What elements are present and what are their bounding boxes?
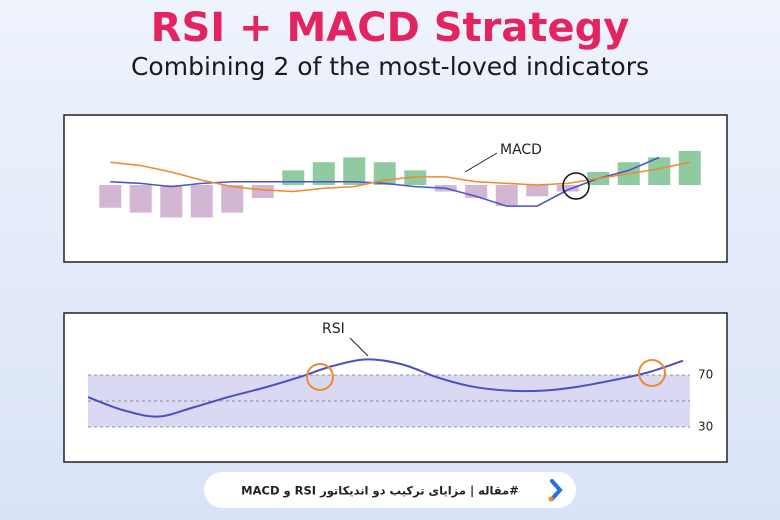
- y-tick-label: 70: [698, 368, 713, 382]
- histogram-bar: [648, 157, 671, 185]
- histogram-bar: [404, 170, 427, 185]
- histogram-bar: [678, 150, 701, 185]
- footer-text: #مقاله | مزایای ترکیب دو اندیکاتور RSI و…: [241, 484, 519, 499]
- histogram-bar: [556, 185, 579, 192]
- crossover-circle: [638, 359, 666, 387]
- logo: [550, 479, 563, 501]
- rsi-line: [87, 358, 684, 418]
- macd-annotation: MACD: [500, 142, 542, 158]
- macd-leader: [464, 152, 498, 173]
- subtitle: Combining 2 of the most-loved indicators: [131, 52, 649, 81]
- footer-pill: [204, 472, 576, 508]
- histogram-bar: [312, 162, 335, 185]
- histogram-bar: [99, 185, 122, 208]
- indicator-line: [110, 156, 660, 207]
- histogram-bar: [221, 185, 244, 213]
- histogram-bar: [343, 157, 366, 185]
- histogram-bar: [251, 185, 274, 198]
- crossover-circle: [306, 363, 334, 391]
- rsi-leader: [349, 337, 369, 357]
- macd-chart: [99, 150, 701, 218]
- histogram-bar: [526, 185, 549, 197]
- rsi-annotation: RSI: [322, 321, 345, 337]
- histogram-bar: [160, 185, 183, 218]
- histogram-bar: [495, 185, 518, 207]
- logo-dot: [548, 496, 554, 502]
- title: RSI + MACD Strategy: [151, 5, 630, 51]
- crossover-circle: [562, 172, 590, 200]
- rsi-chart: 70 30: [87, 358, 713, 434]
- y-tick-label: 30: [698, 420, 713, 434]
- histogram-bar: [282, 170, 305, 185]
- indicator-line: [110, 161, 690, 193]
- histogram-bar: [190, 185, 213, 218]
- histogram-bar: [129, 185, 152, 213]
